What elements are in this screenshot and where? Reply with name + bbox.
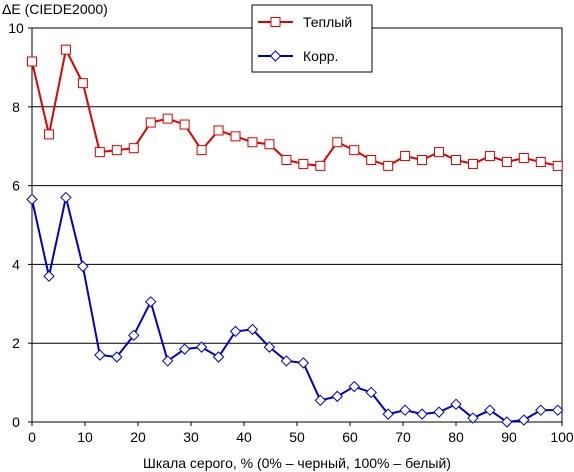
- data-point: [451, 154, 461, 165]
- data-point: [434, 147, 445, 158]
- y-axis-title: ΔE (CIEDE2000): [2, 1, 108, 17]
- data-point: [382, 408, 394, 420]
- y-tick-label: 0: [12, 414, 20, 430]
- data-point: [179, 119, 190, 130]
- series-1: [27, 44, 563, 171]
- legend-label: Корр.: [303, 48, 338, 64]
- data-point: [298, 158, 309, 169]
- legend-marker: [270, 17, 281, 27]
- data-point: [43, 270, 55, 282]
- series-2: [26, 191, 564, 428]
- data-point: [43, 129, 54, 140]
- x-axis: 0 10 20 30 40 50 60 70 80 90 100: [28, 422, 574, 445]
- data-point: [246, 323, 259, 336]
- data-point: [26, 193, 38, 206]
- data-point: [331, 390, 343, 403]
- data-point: [247, 137, 258, 148]
- data-point: [484, 404, 496, 416]
- legend-label: Теплый: [303, 14, 352, 30]
- data-point: [280, 355, 293, 367]
- x-tick-label: 70: [395, 429, 411, 445]
- data-point: [77, 78, 88, 89]
- data-point: [552, 160, 563, 171]
- y-tick-label: 10: [8, 20, 24, 36]
- data-point: [60, 191, 72, 204]
- data-point: [314, 394, 327, 407]
- legend-marker: [269, 50, 282, 62]
- data-point: [467, 158, 478, 169]
- series-line: [31, 197, 558, 424]
- data-point: [161, 355, 174, 367]
- data-point: [366, 154, 377, 165]
- data-point: [111, 145, 122, 156]
- y-tick-label: 4: [12, 256, 20, 272]
- legend-box: [251, 4, 373, 73]
- data-point: [535, 404, 547, 416]
- data-point: [230, 131, 241, 142]
- data-point: [77, 260, 89, 273]
- data-point: [365, 386, 377, 399]
- data-point: [281, 154, 292, 165]
- x-tick-label: 10: [77, 429, 93, 445]
- data-point: [212, 351, 225, 363]
- x-tick-label: 60: [342, 429, 358, 445]
- data-point: [128, 329, 140, 342]
- data-point: [416, 408, 428, 420]
- x-axis-title: Шкала серого, % (0% – черный, 100% – бел…: [143, 455, 451, 471]
- x-tick-label: 20: [130, 429, 146, 445]
- data-point: [145, 117, 156, 128]
- data-point: [518, 414, 530, 426]
- x-tick-label: 50: [289, 429, 305, 445]
- data-point: [111, 351, 123, 363]
- y-tick-label: 6: [12, 178, 20, 194]
- data-point: [145, 296, 157, 308]
- legend-item: Теплый: [258, 14, 352, 30]
- data-point: [400, 151, 411, 162]
- data-point: [552, 404, 564, 416]
- data-point: [501, 156, 512, 167]
- series-group: [26, 44, 564, 428]
- x-tick-label: 80: [448, 429, 464, 445]
- data-point: [467, 412, 479, 424]
- data-point: [263, 341, 276, 353]
- y-tick-label: 8: [12, 99, 20, 115]
- data-point: [501, 416, 513, 428]
- x-tick-label: 40: [236, 429, 252, 445]
- data-point: [178, 343, 191, 355]
- data-point: [27, 56, 37, 67]
- y-axis: 0 2 4 6 8 10: [8, 20, 32, 430]
- data-point: [94, 349, 106, 361]
- data-point: [229, 325, 242, 338]
- data-point: [195, 341, 208, 353]
- x-tick-label: 100: [550, 429, 574, 445]
- data-point: [383, 160, 394, 171]
- data-point: [162, 113, 173, 124]
- data-point: [94, 147, 105, 158]
- x-tick-label: 90: [501, 429, 517, 445]
- data-point: [417, 154, 428, 165]
- data-point: [348, 380, 360, 393]
- data-point: [450, 398, 462, 410]
- data-point: [315, 160, 326, 171]
- data-point: [535, 156, 546, 167]
- data-point: [518, 153, 529, 164]
- data-point: [484, 151, 495, 162]
- x-tick-label: 30: [183, 429, 199, 445]
- legend: Теплый Корр.: [251, 4, 373, 73]
- legend-item: Корр.: [258, 48, 338, 64]
- data-point: [213, 125, 224, 136]
- data-point: [264, 139, 275, 150]
- data-point: [349, 145, 360, 156]
- y-tick-label: 2: [12, 335, 20, 351]
- data-point: [297, 357, 310, 369]
- data-point: [433, 406, 445, 418]
- data-point: [128, 143, 139, 154]
- data-point: [399, 404, 411, 416]
- gridlines: [32, 106, 562, 344]
- data-point: [196, 145, 207, 156]
- x-tick-label: 0: [28, 429, 36, 445]
- data-point: [332, 137, 343, 148]
- data-point: [60, 44, 71, 55]
